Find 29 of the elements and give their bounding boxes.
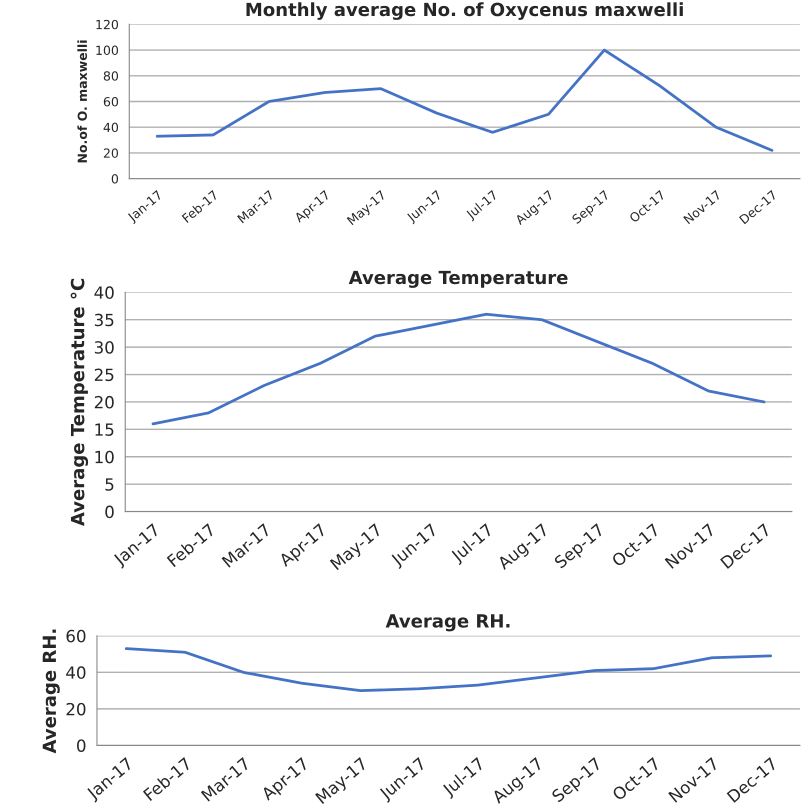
y-axis-title: Average Temperature °C bbox=[70, 278, 88, 526]
y-tick-label: 60 bbox=[104, 96, 118, 106]
y-tick-label: 40 bbox=[94, 286, 114, 299]
y-axis-title: No.of O. maxwelli bbox=[77, 40, 88, 162]
y-axis-title: Average RH. bbox=[42, 630, 60, 754]
y-tick-label: 0 bbox=[77, 739, 86, 752]
y-tick-label: 25 bbox=[94, 368, 114, 382]
y-tick-label: 80 bbox=[104, 71, 118, 81]
y-tick-label: 35 bbox=[94, 314, 114, 326]
line-series bbox=[156, 48, 774, 152]
y-tick-label: 5 bbox=[106, 478, 114, 491]
line-series bbox=[124, 647, 772, 692]
y-tick-label: 0 bbox=[105, 506, 114, 518]
y-tick-label: 60 bbox=[66, 630, 86, 642]
y-tick-label: 15 bbox=[95, 424, 114, 436]
y-tick-label: 120 bbox=[96, 20, 118, 30]
y-tick-label: 20 bbox=[66, 702, 86, 716]
chart-title: Monthly average No. of Oxycenus maxwelli bbox=[246, 2, 683, 20]
chart-title: Average RH. bbox=[386, 614, 510, 632]
y-tick-label: 40 bbox=[104, 122, 118, 132]
y-tick-label: 20 bbox=[94, 396, 114, 409]
y-tick-label: 100 bbox=[96, 46, 118, 55]
chart-title: Average Temperature bbox=[348, 270, 568, 288]
y-tick-label: 40 bbox=[66, 666, 86, 679]
y-tick-label: 10 bbox=[95, 450, 114, 464]
y-tick-label: 0 bbox=[112, 174, 118, 184]
y-tick-label: 30 bbox=[94, 341, 114, 354]
y-tick-label: 20 bbox=[104, 148, 118, 158]
line-series bbox=[152, 312, 766, 426]
